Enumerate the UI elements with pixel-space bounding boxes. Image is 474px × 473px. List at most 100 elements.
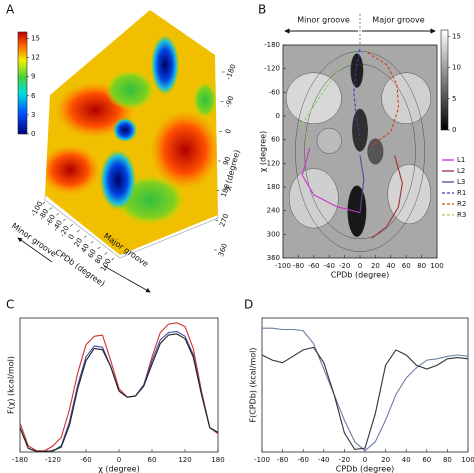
x-tick-label: 40 bbox=[402, 456, 411, 464]
x-tick-label: -60 bbox=[80, 456, 91, 464]
legend-label: L3 bbox=[457, 178, 465, 186]
axis-tick-label: -180 bbox=[225, 63, 238, 81]
x-tick-label: 0 bbox=[117, 456, 121, 464]
plot-frame bbox=[19, 317, 219, 453]
surface-region bbox=[105, 70, 155, 110]
x-tick-label: 60 bbox=[402, 262, 411, 270]
x-tick-label: 0 bbox=[363, 456, 367, 464]
y-tick-label: 60 bbox=[271, 136, 280, 144]
panel-label: B bbox=[258, 3, 266, 17]
contour-region bbox=[352, 108, 368, 152]
axis-tick-label: 0 bbox=[67, 233, 76, 241]
annotation-arrow bbox=[17, 237, 53, 263]
x-tick-label: 60 bbox=[422, 456, 431, 464]
x-tick-label: 120 bbox=[178, 456, 191, 464]
surface-region bbox=[151, 35, 179, 95]
colorbar-tick-label: 6 bbox=[31, 92, 36, 100]
x-tick-label: 20 bbox=[371, 262, 380, 270]
contour-region bbox=[285, 72, 342, 125]
axis-tick-label: -90 bbox=[224, 95, 235, 108]
surface-region bbox=[45, 145, 100, 195]
axis-tick-label: 40 bbox=[80, 242, 91, 254]
axis-tick bbox=[42, 201, 46, 205]
x-tick-label: -20 bbox=[339, 456, 350, 464]
panel-label: D bbox=[244, 298, 253, 312]
colorbar-tick-label: 9 bbox=[31, 73, 35, 81]
x-tick-label: 80 bbox=[443, 456, 452, 464]
colorbar-tick-label: 0 bbox=[31, 130, 35, 138]
y-tick-label: -180 bbox=[264, 41, 280, 49]
panel-label: A bbox=[6, 3, 15, 17]
panel-label: C bbox=[6, 298, 14, 312]
series-line bbox=[301, 147, 361, 214]
colorbar-tick-label: 0 bbox=[452, 126, 456, 134]
axis-tick bbox=[63, 218, 66, 222]
axis-tick-label: 0 bbox=[224, 128, 233, 135]
plot-frame bbox=[261, 317, 469, 453]
axis-tick bbox=[56, 212, 59, 216]
axis-tick-label: 270 bbox=[218, 213, 230, 228]
series-line bbox=[371, 155, 403, 239]
legend-label: L1 bbox=[457, 156, 465, 164]
legend-label: L2 bbox=[457, 167, 465, 175]
contour-region bbox=[288, 168, 339, 229]
y-axis-label: F(CPDb) (kcal/mol) bbox=[249, 347, 258, 422]
x-tick-label: -100 bbox=[275, 262, 291, 270]
x-tick-label: -60 bbox=[297, 456, 308, 464]
series-line bbox=[19, 333, 219, 452]
x-tick-label: -40 bbox=[318, 456, 329, 464]
legend-label: R3 bbox=[457, 211, 466, 219]
x-tick-label: 80 bbox=[417, 262, 426, 270]
x-axis-label: CPDb (degree) bbox=[336, 465, 394, 473]
series-line bbox=[359, 155, 365, 213]
surface-box bbox=[44, 195, 219, 259]
surface-region bbox=[113, 118, 137, 142]
x-tick-label: -100 bbox=[254, 456, 270, 464]
y-tick-label: 300 bbox=[267, 230, 280, 238]
axis-tick-label: 90 bbox=[222, 155, 233, 166]
colorbar-tick-label: 12 bbox=[31, 54, 40, 62]
axis-tick bbox=[90, 240, 94, 244]
axis-tick bbox=[70, 224, 73, 227]
annotation: Minor groove bbox=[297, 16, 350, 25]
x-tick-label: 100 bbox=[430, 262, 443, 270]
x-axis-label: χ (degree) bbox=[98, 465, 139, 473]
colorbar-tick-label: 15 bbox=[452, 32, 461, 40]
colorbar bbox=[17, 31, 28, 135]
y-tick-label: -120 bbox=[264, 65, 280, 73]
y-tick-label: 180 bbox=[267, 183, 280, 191]
legend-label: R2 bbox=[457, 200, 466, 208]
colorbar-tick-label: 3 bbox=[31, 111, 35, 119]
contour-region bbox=[350, 53, 364, 88]
y-tick-label: -60 bbox=[269, 88, 280, 96]
x-tick-label: -40 bbox=[323, 262, 334, 270]
axis-tick bbox=[49, 207, 53, 210]
contour-region bbox=[316, 127, 342, 154]
colorbar-tick-label: 5 bbox=[452, 95, 456, 103]
axis-tick bbox=[111, 257, 115, 261]
series-line bbox=[19, 322, 219, 452]
x-tick-label: 60 bbox=[148, 456, 157, 464]
surface-plot bbox=[45, 10, 218, 255]
x-tick-label: -60 bbox=[308, 262, 319, 270]
surface-region bbox=[150, 110, 218, 190]
y-tick-label: 240 bbox=[267, 207, 280, 215]
x-tick-label: 40 bbox=[386, 262, 395, 270]
colorbar-tick-label: 15 bbox=[31, 34, 40, 42]
axis-tick bbox=[83, 235, 87, 238]
legend-label: R1 bbox=[457, 189, 466, 197]
x-tick-label: -80 bbox=[293, 262, 304, 270]
series-line bbox=[301, 48, 357, 148]
axis-tick bbox=[104, 252, 108, 255]
series-line bbox=[261, 346, 469, 451]
y-tick-label: 120 bbox=[267, 159, 280, 167]
x-tick-label: -120 bbox=[45, 456, 61, 464]
axis-tick-label: 20 bbox=[73, 237, 84, 249]
y-tick-label: 360 bbox=[267, 254, 280, 262]
annotation: Major groove bbox=[372, 16, 424, 25]
axis-tick bbox=[76, 229, 80, 233]
surface-region bbox=[193, 82, 217, 118]
y-tick-label: 0 bbox=[276, 112, 280, 120]
series-line bbox=[353, 48, 361, 140]
